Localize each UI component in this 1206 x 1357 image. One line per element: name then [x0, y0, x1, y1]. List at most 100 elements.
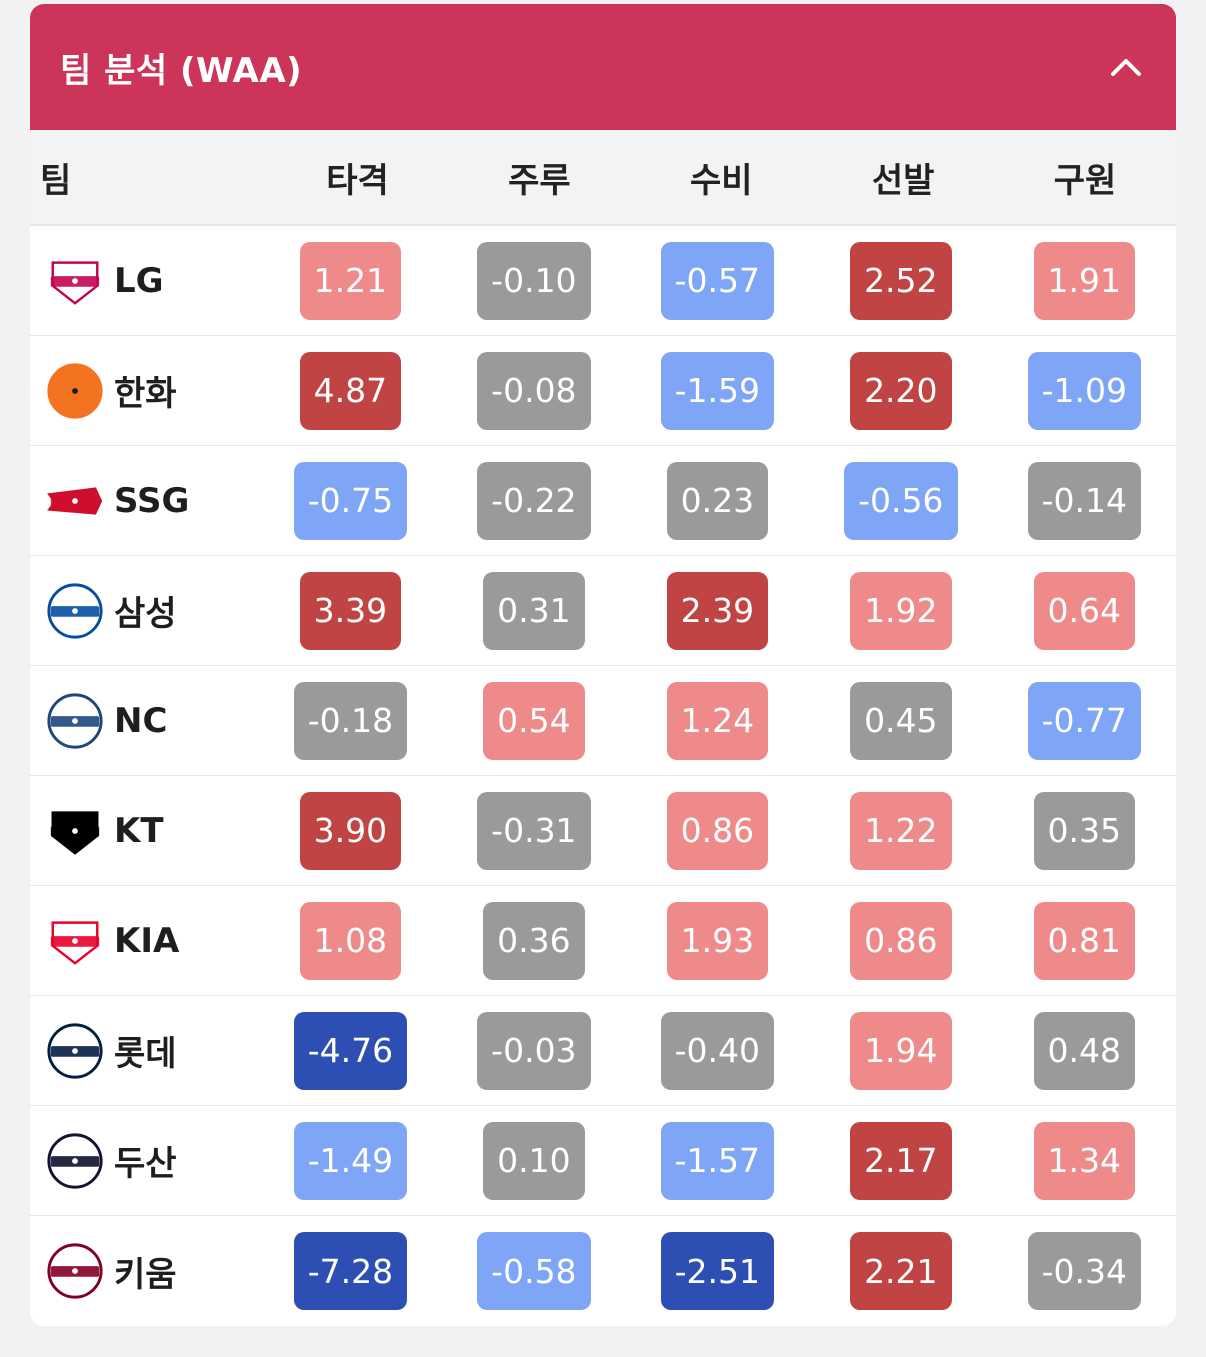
hanwha-eagles-logo: [44, 360, 106, 422]
waa-value-badge: 1.94: [850, 1011, 952, 1090]
team-name: 삼성: [114, 594, 177, 634]
cell-starting: 0.45: [809, 681, 992, 760]
cell-starting: 1.22: [809, 791, 992, 870]
waa-value-badge: 0.81: [1033, 901, 1136, 980]
table-row[interactable]: 삼성 3.39 0.31 2.39 1.92 0.64: [30, 556, 1176, 666]
team-cell[interactable]: LG: [30, 250, 259, 312]
waa-value-badge: -0.22: [477, 461, 591, 540]
cell-relief: 0.64: [993, 571, 1176, 650]
table-body: LG 1.21 -0.10 -0.57 2.52 1.91 한화 4.87 -0.08 -1.59…: [30, 226, 1176, 1326]
team-name: KIA: [114, 920, 180, 961]
waa-value-badge: 3.39: [299, 571, 402, 650]
table-row[interactable]: KT 3.90 -0.31 0.86 1.22 0.35: [30, 776, 1176, 886]
cell-starting: 0.86: [809, 901, 992, 980]
team-name: SSG: [114, 480, 190, 521]
nc-dinos-logo: [44, 690, 106, 752]
cell-defense: -2.51: [626, 1232, 809, 1310]
cell-relief: -0.77: [993, 681, 1176, 760]
waa-value-badge: -0.58: [477, 1232, 591, 1310]
table-header: 팀 타격 주루 수비 선발 구원: [30, 130, 1176, 226]
card-title: 팀 분석 (WAA): [60, 50, 303, 91]
lg-twins-logo: [44, 250, 106, 312]
col-team: 팀: [40, 160, 72, 201]
chevron-up-icon[interactable]: [1106, 47, 1146, 87]
cell-starting: 1.92: [809, 571, 992, 650]
waa-value-badge: 0.45: [850, 681, 952, 760]
waa-value-badge: 1.93: [666, 901, 769, 980]
cell-defense: 0.86: [626, 791, 809, 870]
team-cell[interactable]: 두산: [30, 1130, 259, 1192]
lotte-giants-logo: [44, 1020, 106, 1082]
cell-defense: -0.57: [626, 241, 809, 320]
col-defense: 수비: [690, 160, 753, 201]
cell-defense: -1.57: [626, 1121, 809, 1200]
cell-relief: 0.35: [993, 791, 1176, 870]
waa-value-badge: -7.28: [293, 1232, 408, 1310]
team-cell[interactable]: NC: [30, 690, 259, 752]
waa-value-badge: 0.31: [483, 571, 585, 650]
waa-value-badge: -0.56: [844, 461, 958, 540]
waa-value-badge: 1.34: [1033, 1121, 1136, 1200]
table-row[interactable]: 키움 -7.28 -0.58 -2.51 2.21 -0.34: [30, 1216, 1176, 1326]
team-cell[interactable]: KT: [30, 800, 259, 862]
cell-relief: 1.91: [993, 241, 1176, 320]
cell-baserunning: 0.36: [442, 901, 625, 980]
waa-value-badge: -4.76: [293, 1011, 408, 1090]
table-row[interactable]: SSG -0.75 -0.22 0.23 -0.56 -0.14: [30, 446, 1176, 556]
waa-value-badge: 2.39: [666, 571, 769, 650]
team-cell[interactable]: SSG: [30, 470, 259, 532]
waa-value-badge: 2.21: [850, 1232, 952, 1310]
table-row[interactable]: 한화 4.87 -0.08 -1.59 2.20 -1.09: [30, 336, 1176, 446]
waa-value-badge: 1.21: [299, 241, 402, 320]
team-name: 롯데: [114, 1034, 177, 1074]
cell-batting: 3.90: [259, 791, 442, 870]
team-cell[interactable]: 롯데: [30, 1020, 259, 1082]
team-cell[interactable]: 한화: [30, 360, 259, 422]
team-name: 키움: [114, 1254, 177, 1295]
team-name: LG: [114, 260, 164, 301]
waa-value-badge: -0.77: [1027, 681, 1141, 760]
waa-value-badge: 4.87: [299, 351, 402, 430]
cell-baserunning: -0.03: [442, 1011, 625, 1090]
cell-batting: 1.08: [259, 901, 442, 980]
cell-starting: 1.94: [809, 1011, 992, 1090]
cell-defense: -0.40: [626, 1011, 809, 1090]
table-row[interactable]: 롯데 -4.76 -0.03 -0.40 1.94 0.48: [30, 996, 1176, 1106]
cell-relief: -0.34: [993, 1232, 1176, 1310]
table-row[interactable]: NC -0.18 0.54 1.24 0.45 -0.77: [30, 666, 1176, 776]
table-row[interactable]: KIA 1.08 0.36 1.93 0.86 0.81: [30, 886, 1176, 996]
waa-value-badge: 2.52: [850, 241, 952, 320]
cell-relief: 0.48: [993, 1011, 1176, 1090]
cell-batting: -4.76: [259, 1011, 442, 1090]
samsung-lions-logo: [44, 580, 106, 642]
waa-value-badge: -0.03: [477, 1011, 591, 1090]
cell-relief: -0.14: [993, 461, 1176, 540]
waa-value-badge: -1.09: [1027, 351, 1141, 430]
waa-value-badge: 0.86: [850, 901, 952, 980]
waa-value-badge: 1.91: [1033, 241, 1136, 320]
table-row[interactable]: LG 1.21 -0.10 -0.57 2.52 1.91: [30, 226, 1176, 336]
cell-relief: -1.09: [993, 351, 1176, 430]
team-analysis-card: 팀 분석 (WAA) 팀 타격 주루 수비 선발 구원 LG 1.21 -0.10-…: [30, 4, 1176, 1326]
team-cell[interactable]: 삼성: [30, 580, 259, 642]
cell-batting: -0.18: [259, 681, 442, 760]
team-cell[interactable]: KIA: [30, 910, 259, 972]
cell-batting: 4.87: [259, 351, 442, 430]
waa-value-badge: -0.40: [660, 1011, 775, 1090]
cell-defense: 1.93: [626, 901, 809, 980]
cell-starting: 2.20: [809, 351, 992, 430]
cell-defense: -1.59: [626, 351, 809, 430]
cell-baserunning: 0.54: [442, 681, 625, 760]
waa-value-badge: -1.49: [293, 1121, 408, 1200]
waa-value-badge: -1.57: [660, 1121, 775, 1200]
cell-starting: 2.21: [809, 1232, 992, 1310]
kia-tigers-logo: [44, 910, 106, 972]
team-name: KT: [114, 810, 164, 851]
cell-baserunning: -0.31: [442, 791, 625, 870]
col-batting: 타격: [326, 160, 389, 201]
team-cell[interactable]: 키움: [30, 1240, 259, 1302]
cell-baserunning: 0.10: [442, 1121, 625, 1200]
cell-starting: 2.17: [809, 1121, 992, 1200]
card-header[interactable]: 팀 분석 (WAA): [30, 4, 1176, 130]
table-row[interactable]: 두산 -1.49 0.10 -1.57 2.17 1.34: [30, 1106, 1176, 1216]
